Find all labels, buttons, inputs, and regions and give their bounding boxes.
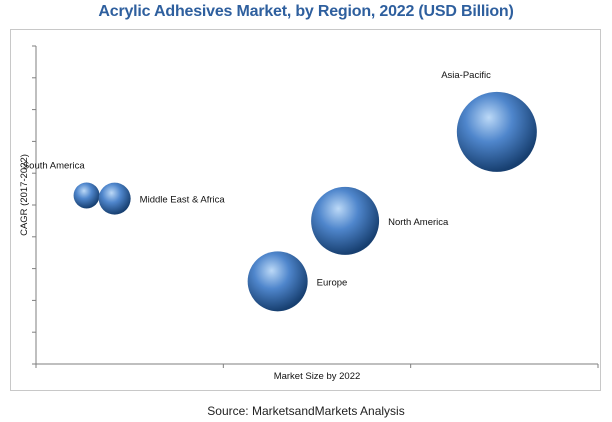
y-axis-ticks bbox=[32, 45, 36, 365]
bubble-label: South America bbox=[23, 160, 85, 171]
bubble-europe bbox=[247, 251, 308, 312]
bubble-label: Asia-Pacific bbox=[441, 70, 491, 81]
bubble-labels: Asia-Pacific North America Europe South Ame… bbox=[23, 70, 491, 288]
x-axis-ticks bbox=[35, 364, 599, 368]
source-note: Source: MarketsandMarkets Analysis bbox=[207, 404, 405, 418]
bubble-middle-east-africa bbox=[98, 182, 131, 215]
axes bbox=[32, 45, 599, 368]
chart-frame bbox=[10, 29, 601, 391]
bubble-south-america bbox=[73, 182, 100, 209]
x-axis-label: Market Size by 2022 bbox=[274, 371, 361, 382]
y-axis-label: CAGR (2017-2022) bbox=[19, 154, 30, 236]
bubble-label: Middle East & Africa bbox=[140, 195, 226, 206]
bubble-asia-pacific bbox=[456, 91, 537, 172]
chart-title: Acrylic Adhesives Market, by Region, 202… bbox=[98, 3, 514, 20]
bubble-north-america bbox=[311, 186, 380, 255]
bubble-label: Europe bbox=[317, 277, 348, 288]
bubble-label: North America bbox=[388, 217, 449, 228]
bubbles bbox=[73, 91, 537, 312]
